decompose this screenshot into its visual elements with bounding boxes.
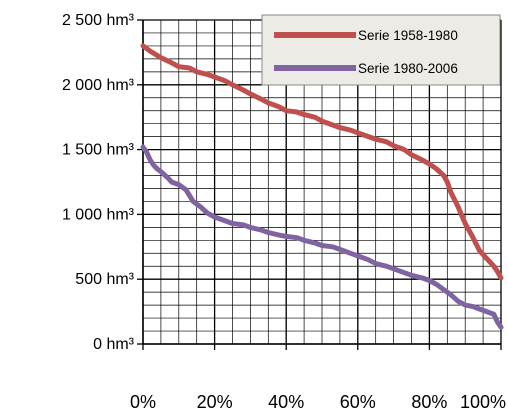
x-axis-tick-labels: 0% 20% 40% 60% 80% 100% — [130, 392, 506, 412]
y-tick-label: 1 500 hm³ — [62, 142, 135, 159]
axes — [137, 19, 502, 350]
series-lines — [140, 43, 504, 330]
y-tick-label: 1 000 hm³ — [62, 206, 135, 223]
y-tick-label: 0 hm³ — [93, 336, 135, 353]
x-tick-label: 80% — [411, 392, 447, 412]
y-tick-label: 2 000 hm³ — [62, 77, 135, 94]
y-tick-label: 500 hm³ — [75, 271, 134, 288]
y-tick-label: 2 500 hm³ — [62, 12, 135, 29]
x-tick-label: 20% — [197, 392, 233, 412]
series-line-serie-1980-2006 — [140, 144, 504, 330]
x-tick-label: 0% — [130, 392, 156, 412]
y-axis-tick-labels: 0 hm³ 500 hm³ 1 000 hm³ 1 500 hm³ 2 000 hm³ 2… — [62, 12, 135, 353]
series-line-serie-1958-1980 — [140, 43, 504, 281]
legend-box — [261, 14, 501, 86]
legend-label-serie-1980-2006: Serie 1980-2006 — [358, 61, 458, 76]
legend-label-serie-1958-1980: Serie 1958-1980 — [358, 28, 458, 43]
legend: Serie 1958-1980 Serie 1980-2006 — [261, 14, 501, 86]
x-tick-label: 100% — [460, 392, 506, 412]
x-tick-label: 40% — [268, 392, 304, 412]
x-tick-label: 60% — [340, 392, 376, 412]
